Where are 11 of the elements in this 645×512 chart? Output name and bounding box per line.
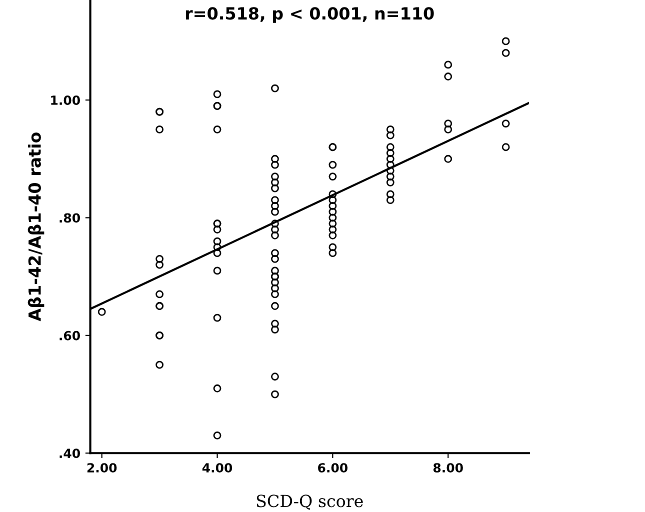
chart-title: r=0.518, p < 0.001, n=110 bbox=[186, 7, 434, 23]
y-axis-title: Aβ1-42/Aβ1-40 ratio bbox=[28, 132, 44, 322]
x-tick-label: 6.00 bbox=[318, 463, 348, 473]
x-tick-label: 2.00 bbox=[87, 463, 117, 473]
y-tick-label: .80 bbox=[60, 213, 80, 223]
y-tick-label: .60 bbox=[60, 330, 80, 340]
y-tick-label: 1.00 bbox=[51, 96, 80, 105]
x-axis-title: SCD-Q score bbox=[256, 494, 363, 510]
y-tick-label: .40 bbox=[60, 448, 80, 458]
x-tick-label: 8.00 bbox=[433, 463, 463, 473]
x-tick-label: 4.00 bbox=[202, 463, 232, 473]
